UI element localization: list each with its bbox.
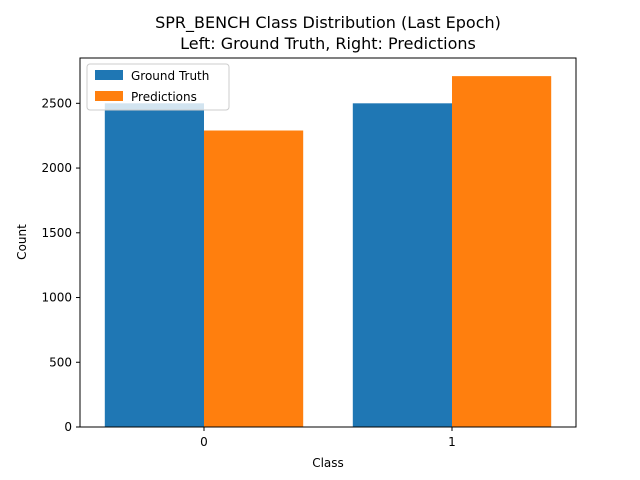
legend-swatch-predictions xyxy=(95,91,123,101)
bar-predictions-class-1 xyxy=(452,76,552,427)
x-axis-label: Class xyxy=(312,456,344,470)
y-tick-label: 2500 xyxy=(41,96,72,110)
y-tick-label: 2000 xyxy=(41,161,72,175)
y-tick-label: 0 xyxy=(64,420,72,434)
x-tick-label: 0 xyxy=(200,435,208,449)
bar-ground-truth-class-0 xyxy=(104,103,204,427)
legend-label-ground-truth: Ground Truth xyxy=(131,69,209,83)
legend-swatch-ground-truth xyxy=(95,70,123,80)
chart-subtitle: Left: Ground Truth, Right: Predictions xyxy=(180,34,476,53)
chart-title: SPR_BENCH Class Distribution (Last Epoch… xyxy=(155,13,501,33)
plot-frame xyxy=(79,57,577,428)
bar-predictions-class-0 xyxy=(204,130,304,428)
x-tick-label: 1 xyxy=(448,435,456,449)
y-tick-label: 1000 xyxy=(41,291,72,305)
y-tick-label: 500 xyxy=(49,355,72,369)
bar-ground-truth-class-1 xyxy=(352,103,452,427)
legend-label-predictions: Predictions xyxy=(131,90,197,104)
bars-group xyxy=(104,76,552,428)
y-axis-label: Count xyxy=(15,224,29,260)
y-axis-ticks: 0 500 1000 1500 2000 2500 xyxy=(41,96,80,434)
legend: Ground Truth Predictions xyxy=(86,63,230,111)
y-tick-label: 1500 xyxy=(41,226,72,240)
